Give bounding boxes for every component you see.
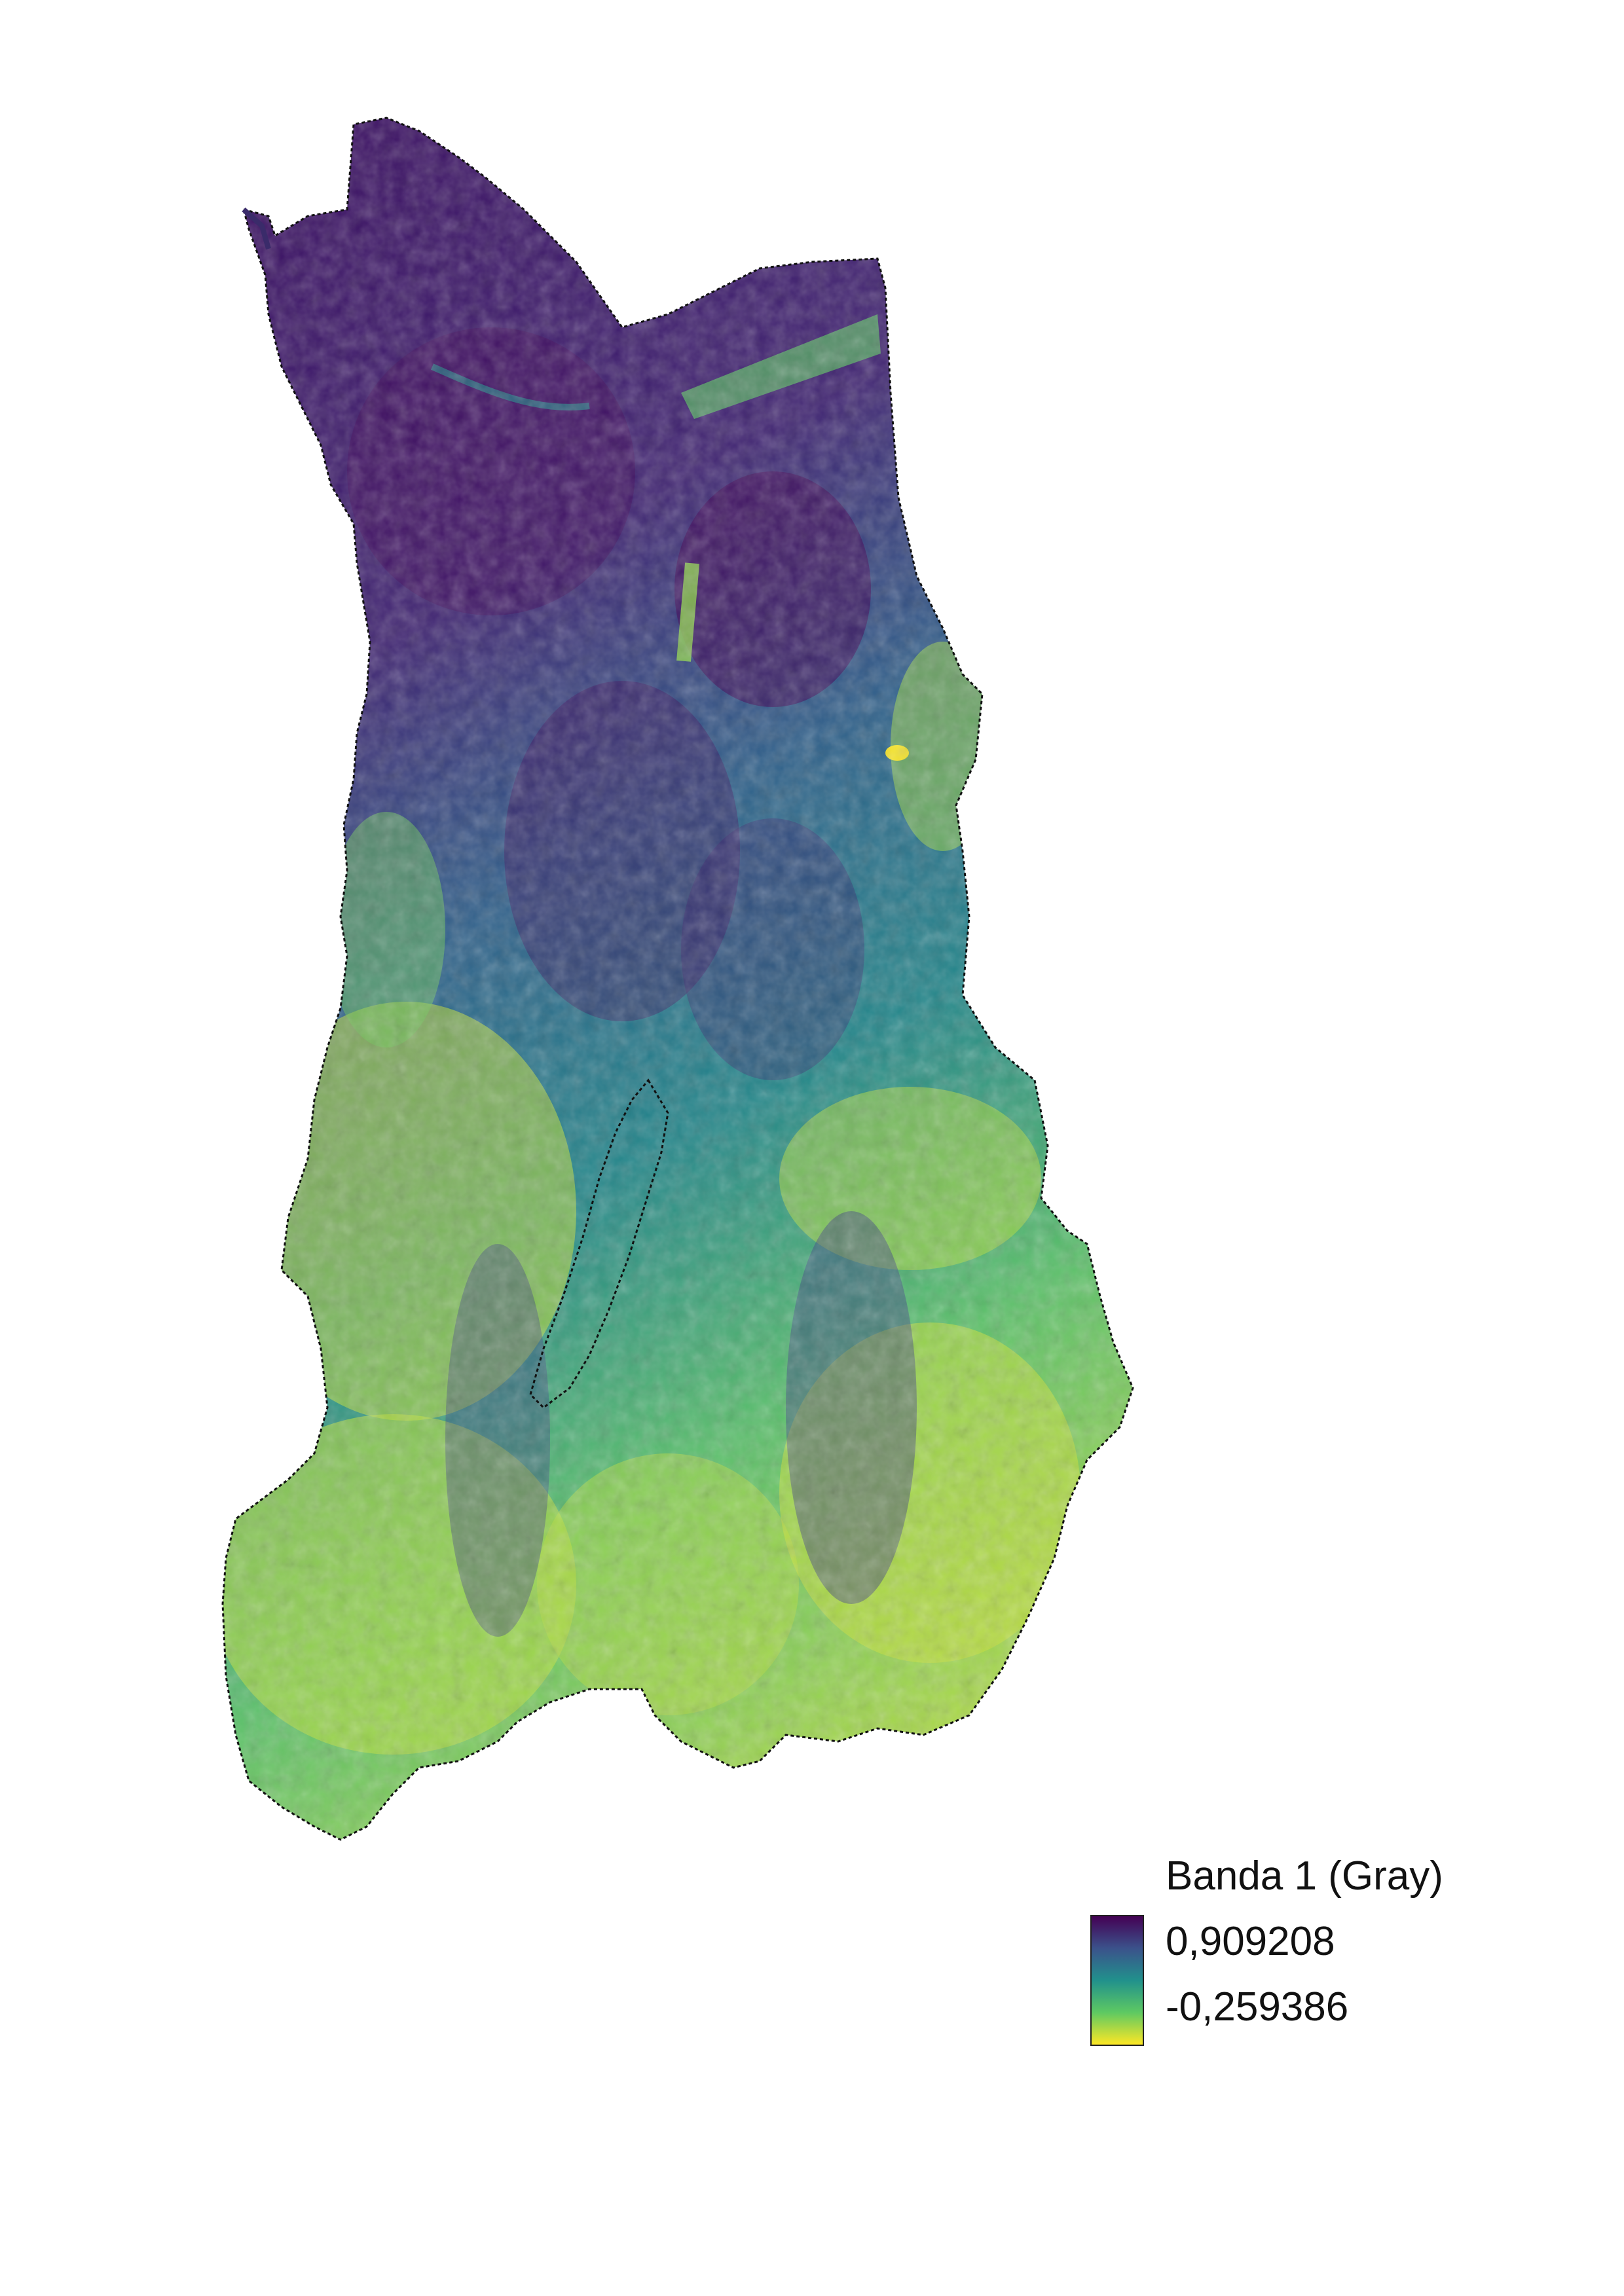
legend-title: Banda 1 (Gray) xyxy=(1166,1853,1443,1899)
legend-color-ramp xyxy=(1090,1915,1144,2046)
legend-max-label: 0,909208 xyxy=(1166,1919,1335,1964)
region-boundary xyxy=(221,117,1134,1841)
map-legend: Banda 1 (Gray) 0,909208 -0,259386 xyxy=(1090,1853,1562,2046)
inlet-feature xyxy=(242,208,271,250)
legend-min-label: -0,259386 xyxy=(1166,1984,1349,2030)
raster-layer xyxy=(223,118,1133,1840)
